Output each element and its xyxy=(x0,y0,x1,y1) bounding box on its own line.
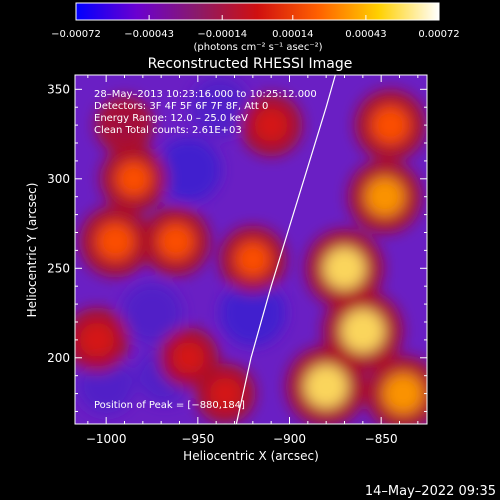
timestamp: 14–May–2022 09:35 xyxy=(365,484,496,499)
hot-region-core xyxy=(157,222,195,260)
hot-region-core xyxy=(323,246,366,290)
y-tick: 250 xyxy=(47,261,427,275)
annotation-time-range: 28–May–2013 10:23:16.000 to 10:25:12.000 xyxy=(94,89,317,100)
hot-region-core xyxy=(115,161,152,197)
hot-region-core xyxy=(304,364,349,409)
colorbar-tick-label: −0.00072 xyxy=(51,29,101,40)
x-tick: −1000 xyxy=(86,75,127,446)
colorbar-gradient xyxy=(75,2,440,21)
hot-region-core xyxy=(364,176,405,217)
plot-frame xyxy=(74,74,428,425)
cold-region xyxy=(156,137,221,202)
hot-region-core xyxy=(96,222,135,261)
x-tick-label: −950 xyxy=(181,432,214,446)
plot-area: 28–May–2013 10:23:16.000 to 10:25:12.000… xyxy=(74,74,428,425)
hot-region-core xyxy=(109,110,140,141)
solar-limb-line xyxy=(235,75,336,424)
y-tick-label: 250 xyxy=(47,261,70,275)
annotation-peak: Position of Peak = [−880,184] xyxy=(94,400,245,411)
x-tick-label: −1000 xyxy=(86,432,127,446)
colorbar-units-label: (photons cm⁻² s⁻¹ asec⁻²) xyxy=(193,42,322,53)
annotation-detectors: Detectors: 3F 4F 5F 6F 7F 8F, Att 0 xyxy=(94,101,268,112)
y-tick: 350 xyxy=(47,82,427,96)
colorbar-ticks: −0.00072 −0.00043 −0.00014 0.00014 0.00043 0.… xyxy=(51,15,460,40)
colorbar-tick-label: −0.00043 xyxy=(124,29,174,40)
annotation-clean: Clean Total counts: 2.61E+03 xyxy=(94,125,242,136)
colorbar-tick: −0.00014 xyxy=(197,15,247,40)
hot-region-core xyxy=(371,105,410,145)
hot-region-core xyxy=(209,377,242,410)
hot-region-core xyxy=(254,108,288,142)
hot-region-core xyxy=(340,308,385,353)
colorbar-tick: −0.00072 xyxy=(51,15,101,40)
x-axis: −1000 −950 −900 −850 xyxy=(86,75,419,446)
x-tick-label: −900 xyxy=(273,432,306,446)
colorbar-tick: 0.00014 xyxy=(272,15,313,40)
y-tick: 200 xyxy=(47,351,427,365)
colorbar-tick-label: 0.00043 xyxy=(345,29,386,40)
y-tick: 300 xyxy=(47,172,427,186)
hot-region-core xyxy=(382,372,424,415)
cold-region xyxy=(190,77,250,137)
chart-title: Reconstructed RHESSI Image xyxy=(148,56,353,72)
colorbar-tick: 0.00072 xyxy=(418,15,460,40)
y-tick-label: 350 xyxy=(47,82,70,96)
heatmap-layer xyxy=(75,77,427,424)
hot-region-core xyxy=(172,342,205,374)
colorbar: −0.00072 −0.00043 −0.00014 0.00014 0.00043 0.… xyxy=(51,2,460,53)
x-axis-label: Heliocentric X (arcsec) xyxy=(183,449,319,463)
y-axis: 200 250 300 350 xyxy=(47,82,427,412)
colorbar-tick: −0.00043 xyxy=(124,15,174,40)
x-tick-label: −850 xyxy=(365,432,398,446)
hot-region-core xyxy=(235,241,271,278)
x-tick: −950 xyxy=(181,75,214,446)
colorbar-tick-label: 0.00072 xyxy=(418,29,459,40)
x-tick: −900 xyxy=(273,75,306,446)
colorbar-tick-label: −0.00014 xyxy=(197,29,247,40)
y-axis-label: Heliocentric Y (arcsec) xyxy=(25,183,39,318)
annotation-energy: Energy Range: 12.0 – 25.0 keV xyxy=(94,113,248,124)
y-tick-label: 300 xyxy=(47,172,70,186)
cold-region xyxy=(121,282,183,344)
hot-region-core xyxy=(79,322,115,357)
x-tick: −850 xyxy=(365,75,398,446)
y-tick-label: 200 xyxy=(47,351,70,365)
colorbar-tick: 0.00043 xyxy=(345,15,387,40)
cold-region xyxy=(220,280,286,346)
colorbar-tick-label: 0.00014 xyxy=(272,29,313,40)
